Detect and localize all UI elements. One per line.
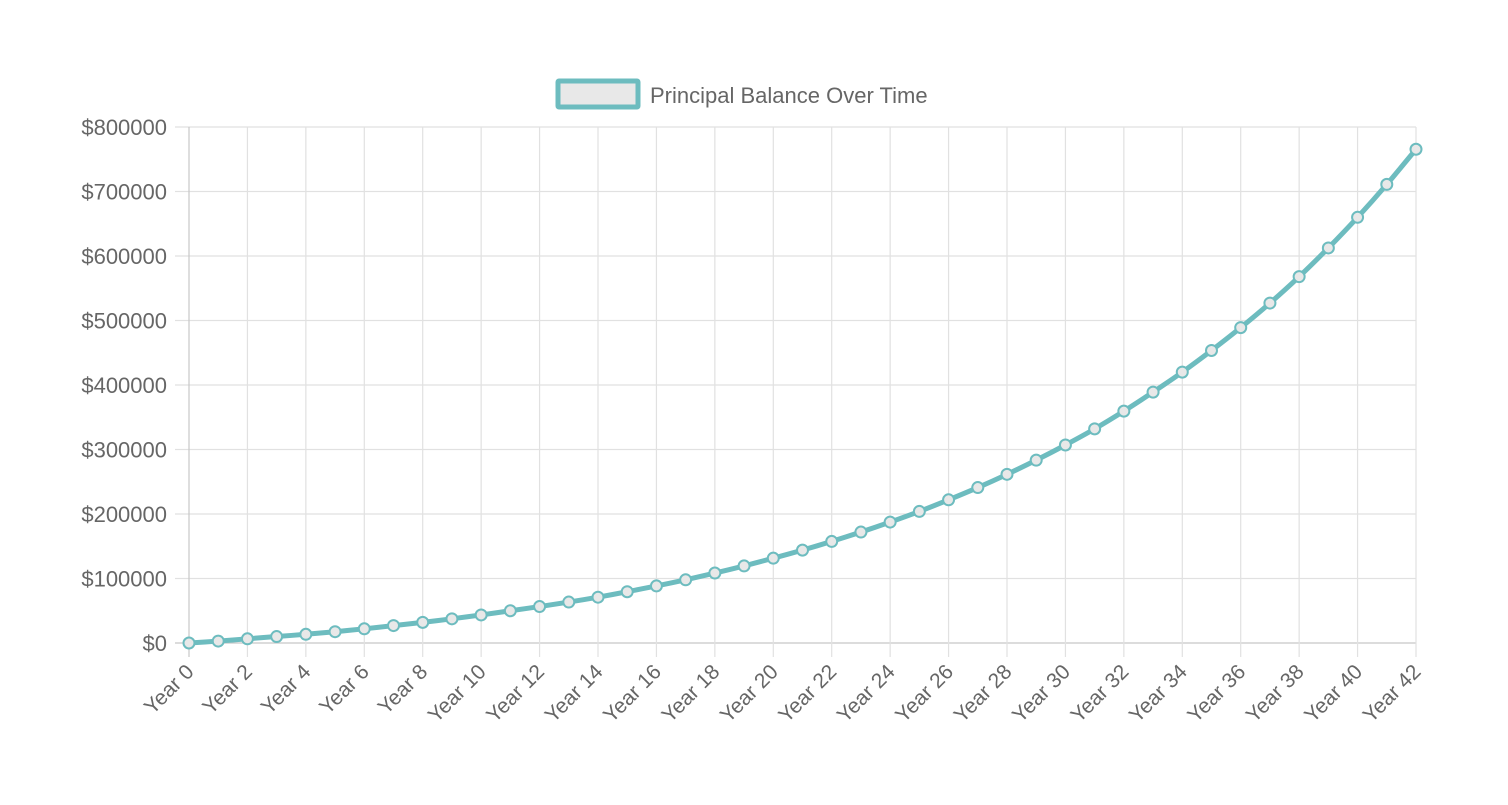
data-point[interactable] bbox=[708, 566, 722, 580]
data-point[interactable] bbox=[971, 481, 985, 495]
data-point[interactable] bbox=[1117, 404, 1131, 418]
x-tick-label: Year 38 bbox=[1242, 660, 1309, 727]
data-point[interactable] bbox=[270, 630, 284, 644]
data-point[interactable] bbox=[1380, 177, 1394, 191]
x-tick-label: Year 40 bbox=[1300, 660, 1367, 727]
data-point[interactable] bbox=[649, 579, 663, 593]
data-point[interactable] bbox=[591, 590, 605, 604]
data-point[interactable] bbox=[182, 636, 196, 650]
data-point[interactable] bbox=[416, 615, 430, 629]
legend-label[interactable]: Principal Balance Over Time bbox=[650, 83, 928, 108]
data-point[interactable] bbox=[1000, 467, 1014, 481]
series bbox=[182, 142, 1423, 650]
data-point[interactable] bbox=[620, 585, 634, 599]
x-tick-label: Year 36 bbox=[1183, 660, 1250, 727]
y-tick-label: $300000 bbox=[81, 438, 167, 463]
y-tick-label: $700000 bbox=[81, 180, 167, 205]
data-point[interactable] bbox=[533, 600, 547, 614]
x-tick-label: Year 42 bbox=[1359, 660, 1426, 727]
data-point[interactable] bbox=[1292, 270, 1306, 284]
data-point[interactable] bbox=[503, 604, 517, 618]
grid bbox=[175, 126, 1417, 657]
data-point[interactable] bbox=[796, 543, 809, 557]
x-tick-label: Year 30 bbox=[1008, 660, 1075, 727]
x-tick-label: Year 10 bbox=[424, 660, 491, 727]
data-point[interactable] bbox=[1029, 453, 1043, 467]
data-point[interactable] bbox=[211, 634, 225, 648]
data-point[interactable] bbox=[1263, 296, 1277, 310]
data-point[interactable] bbox=[328, 625, 342, 639]
data-point[interactable] bbox=[357, 622, 371, 636]
y-tick-label: $0 bbox=[143, 631, 167, 656]
x-tick-label: Year 16 bbox=[599, 660, 666, 727]
data-point[interactable] bbox=[387, 619, 400, 633]
data-point[interactable] bbox=[1175, 365, 1189, 379]
data-point[interactable] bbox=[854, 525, 868, 539]
series-line bbox=[186, 146, 1419, 646]
data-point[interactable] bbox=[766, 551, 780, 565]
data-point[interactable] bbox=[1205, 343, 1218, 357]
data-point[interactable] bbox=[240, 632, 254, 646]
y-tick-label: $100000 bbox=[81, 567, 167, 592]
x-tick-label: Year 2 bbox=[198, 660, 257, 719]
x-tick-label: Year 0 bbox=[140, 660, 199, 719]
y-tick-label: $500000 bbox=[81, 309, 167, 334]
x-tick-label: Year 14 bbox=[541, 660, 608, 727]
x-tick-label: Year 28 bbox=[950, 660, 1017, 727]
data-point[interactable] bbox=[1088, 422, 1102, 436]
legend[interactable]: Principal Balance Over Time bbox=[555, 78, 928, 110]
x-tick-label: Year 26 bbox=[891, 660, 958, 727]
data-point[interactable] bbox=[1234, 321, 1248, 335]
x-tick-label: Year 34 bbox=[1125, 660, 1192, 727]
y-tick-label: $800000 bbox=[81, 115, 167, 140]
data-point[interactable] bbox=[825, 534, 839, 548]
data-point[interactable] bbox=[737, 559, 751, 573]
data-point[interactable] bbox=[1058, 438, 1072, 452]
y-tick-label: $600000 bbox=[81, 244, 167, 269]
x-tick-label: Year 18 bbox=[657, 660, 724, 727]
data-point[interactable] bbox=[912, 504, 926, 518]
data-point[interactable] bbox=[445, 612, 459, 626]
data-point[interactable] bbox=[1146, 385, 1160, 399]
legend-swatch[interactable] bbox=[555, 78, 641, 110]
data-point[interactable] bbox=[299, 627, 313, 641]
data-point[interactable] bbox=[474, 608, 488, 622]
data-point[interactable] bbox=[1351, 210, 1365, 224]
data-point[interactable] bbox=[883, 515, 897, 529]
x-tick-label: Year 24 bbox=[833, 660, 900, 727]
data-point[interactable] bbox=[1321, 241, 1335, 255]
x-tick-label: Year 6 bbox=[315, 660, 374, 719]
x-tick-label: Year 4 bbox=[257, 660, 316, 719]
data-point[interactable] bbox=[1409, 142, 1423, 156]
x-tick-label: Year 12 bbox=[482, 660, 549, 727]
data-point[interactable] bbox=[679, 573, 693, 587]
y-tick-label: $200000 bbox=[81, 502, 167, 527]
y-tick-label: $400000 bbox=[81, 373, 167, 398]
x-tick-label: Year 32 bbox=[1066, 660, 1133, 727]
x-tick-label: Year 20 bbox=[716, 660, 783, 727]
data-point[interactable] bbox=[562, 595, 576, 609]
data-point[interactable] bbox=[942, 493, 956, 507]
x-tick-label: Year 22 bbox=[774, 660, 841, 727]
